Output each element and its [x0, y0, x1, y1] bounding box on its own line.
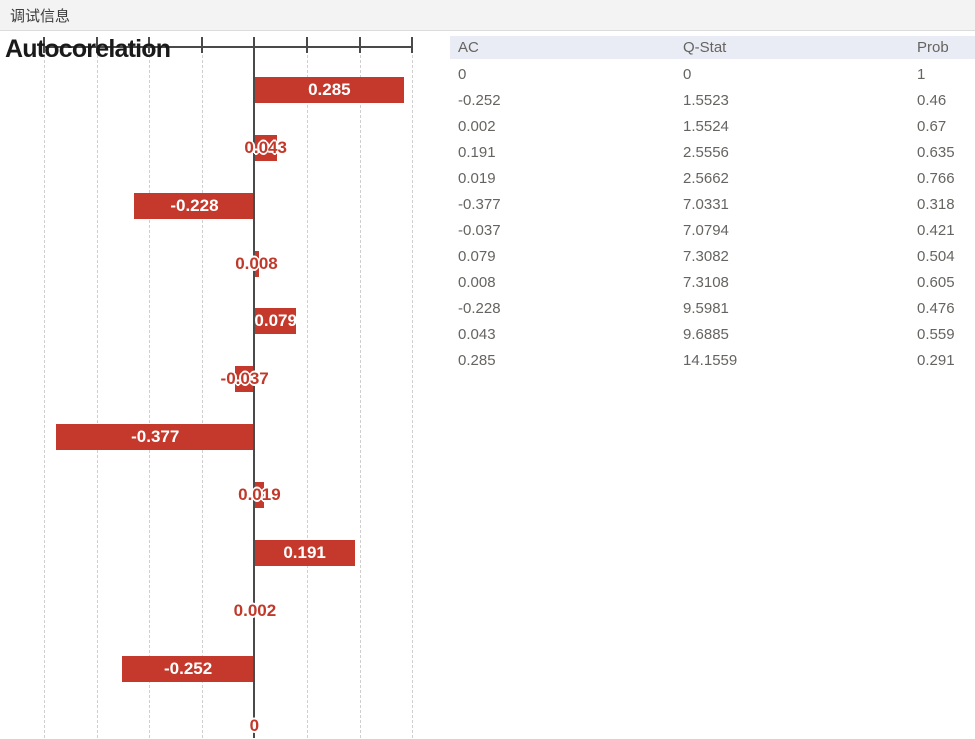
table-cell: -0.037 — [458, 222, 501, 239]
autocorrelation-bar[interactable] — [134, 192, 255, 219]
table-cell: 0.67 — [917, 118, 947, 135]
table-cell: 7.0794 — [683, 222, 729, 239]
autocorrelation-bar[interactable] — [254, 481, 265, 508]
table-row[interactable]: 0.285 14.1559 0.291 — [450, 348, 975, 374]
chart-gridline — [96, 55, 98, 738]
table-row[interactable]: 0 0 1 — [450, 62, 975, 88]
table-row[interactable]: 0.043 9.6885 0.559 — [450, 322, 975, 348]
table-row[interactable]: 0.019 2.5662 0.766 — [450, 166, 975, 192]
table-cell: 7.3082 — [683, 248, 729, 265]
column-header-ac[interactable]: AC — [458, 39, 479, 56]
table-cell: 0.008 — [458, 274, 496, 291]
table-cell: 14.1559 — [683, 352, 738, 369]
column-header-q-stat[interactable]: Q-Stat — [683, 39, 727, 56]
table-cell: 0.002 — [458, 118, 496, 135]
chart-gridline — [149, 55, 151, 738]
table-cell: 0.079 — [458, 248, 496, 265]
debug-panel-titlebar: 调试信息 — [0, 0, 975, 31]
table-cell: 0.476 — [917, 300, 955, 317]
table-row[interactable]: -0.252 1.5523 0.46 — [450, 88, 975, 114]
table-cell: 0.605 — [917, 274, 955, 291]
bar-value-label: -0.037 — [220, 369, 269, 389]
table-cell: 0.291 — [917, 352, 955, 369]
autocorrelation-bar[interactable] — [121, 655, 255, 682]
table-cell: 0.019 — [458, 170, 496, 187]
axis-tick — [411, 37, 414, 53]
table-cell: 7.3108 — [683, 274, 729, 291]
table-header-row: AC Q-Stat Prob — [450, 36, 975, 59]
autocorrelation-bar[interactable] — [56, 424, 255, 451]
table-cell: 0.635 — [917, 144, 955, 161]
table-cell: 0.421 — [917, 222, 955, 239]
table-cell: 0.285 — [458, 352, 496, 369]
table-row[interactable]: 0.191 2.5556 0.635 — [450, 140, 975, 166]
table-cell: 1.5523 — [683, 92, 729, 109]
autocorrelation-bar[interactable] — [254, 134, 277, 161]
top-axis-line — [43, 46, 414, 48]
table-cell: 0.318 — [917, 196, 955, 213]
autocorrelation-bar[interactable] — [254, 77, 405, 103]
autocorrelation-bar[interactable] — [234, 366, 255, 393]
table-cell: -0.252 — [458, 92, 501, 109]
autocorrelation-bar[interactable] — [254, 308, 296, 335]
table-cell: 7.0331 — [683, 196, 729, 213]
bar-value-label: 0.008 — [235, 253, 278, 273]
table-cell: 0 — [683, 66, 692, 83]
bar-value-label: -0.252 — [164, 658, 213, 678]
chart-gridline — [44, 55, 45, 738]
bar-value-label: 0.043 — [244, 137, 287, 157]
bar-value-label: 0.285 — [308, 80, 351, 99]
chart-gridline — [359, 55, 361, 738]
bar-value-label: 0 — [249, 716, 260, 736]
chart-title: Autocorelation — [5, 35, 171, 63]
bar-value-label: -0.228 — [170, 195, 219, 215]
table-cell: 0.46 — [917, 92, 947, 109]
table-cell: 1.5524 — [683, 118, 729, 135]
table-row[interactable]: 0.079 7.3082 0.504 — [450, 244, 975, 270]
table-cell: 0 — [458, 66, 467, 83]
table-row[interactable]: -0.377 7.0331 0.318 — [450, 192, 975, 218]
axis-tick — [200, 37, 203, 53]
autocorrelation-chart: Autocorelation 0.285 0.043 -0.228 0.008 0.07… — [0, 31, 450, 738]
axis-tick — [43, 37, 45, 53]
table-cell: 0.766 — [917, 170, 955, 187]
column-header-prob[interactable]: Prob — [917, 39, 949, 56]
table-cell: 2.5556 — [683, 144, 729, 161]
debug-panel-title: 调试信息 — [10, 7, 71, 25]
table-cell: 9.6885 — [683, 326, 729, 343]
table-cell: 0.043 — [458, 326, 496, 343]
autocorrelation-bar[interactable] — [254, 250, 259, 277]
bar-value-label: -0.377 — [131, 427, 180, 447]
table-row[interactable]: 0.008 7.3108 0.605 — [450, 270, 975, 296]
bar-value-label: 0.079 — [254, 311, 297, 331]
bar-value-label: 0.019 — [238, 484, 281, 504]
table-cell: 1 — [917, 66, 926, 83]
table-row[interactable]: -0.228 9.5981 0.476 — [450, 296, 975, 322]
axis-tick — [358, 37, 361, 53]
chart-gridline — [412, 55, 414, 738]
table-row[interactable]: -0.037 7.0794 0.421 — [450, 218, 975, 244]
autocorrelation-bar[interactable] — [254, 539, 355, 566]
table-cell: 0.559 — [917, 326, 955, 343]
axis-tick — [95, 37, 98, 53]
bar-value-label: 0.191 — [283, 542, 326, 562]
axis-tick — [306, 37, 308, 53]
table-cell: -0.228 — [458, 300, 501, 317]
zero-baseline — [253, 37, 256, 738]
table-cell: -0.377 — [458, 196, 501, 213]
table-row[interactable]: 0.002 1.5524 0.67 — [450, 114, 975, 140]
table-cell: 2.5662 — [683, 170, 729, 187]
table-cell: 9.5981 — [683, 300, 729, 317]
chart-gridline — [201, 55, 203, 738]
table-cell: 0.504 — [917, 248, 955, 265]
table-cell: 0.191 — [458, 144, 496, 161]
chart-gridline — [307, 55, 308, 738]
bar-value-label: 0.002 — [233, 600, 277, 620]
axis-tick — [148, 37, 151, 53]
